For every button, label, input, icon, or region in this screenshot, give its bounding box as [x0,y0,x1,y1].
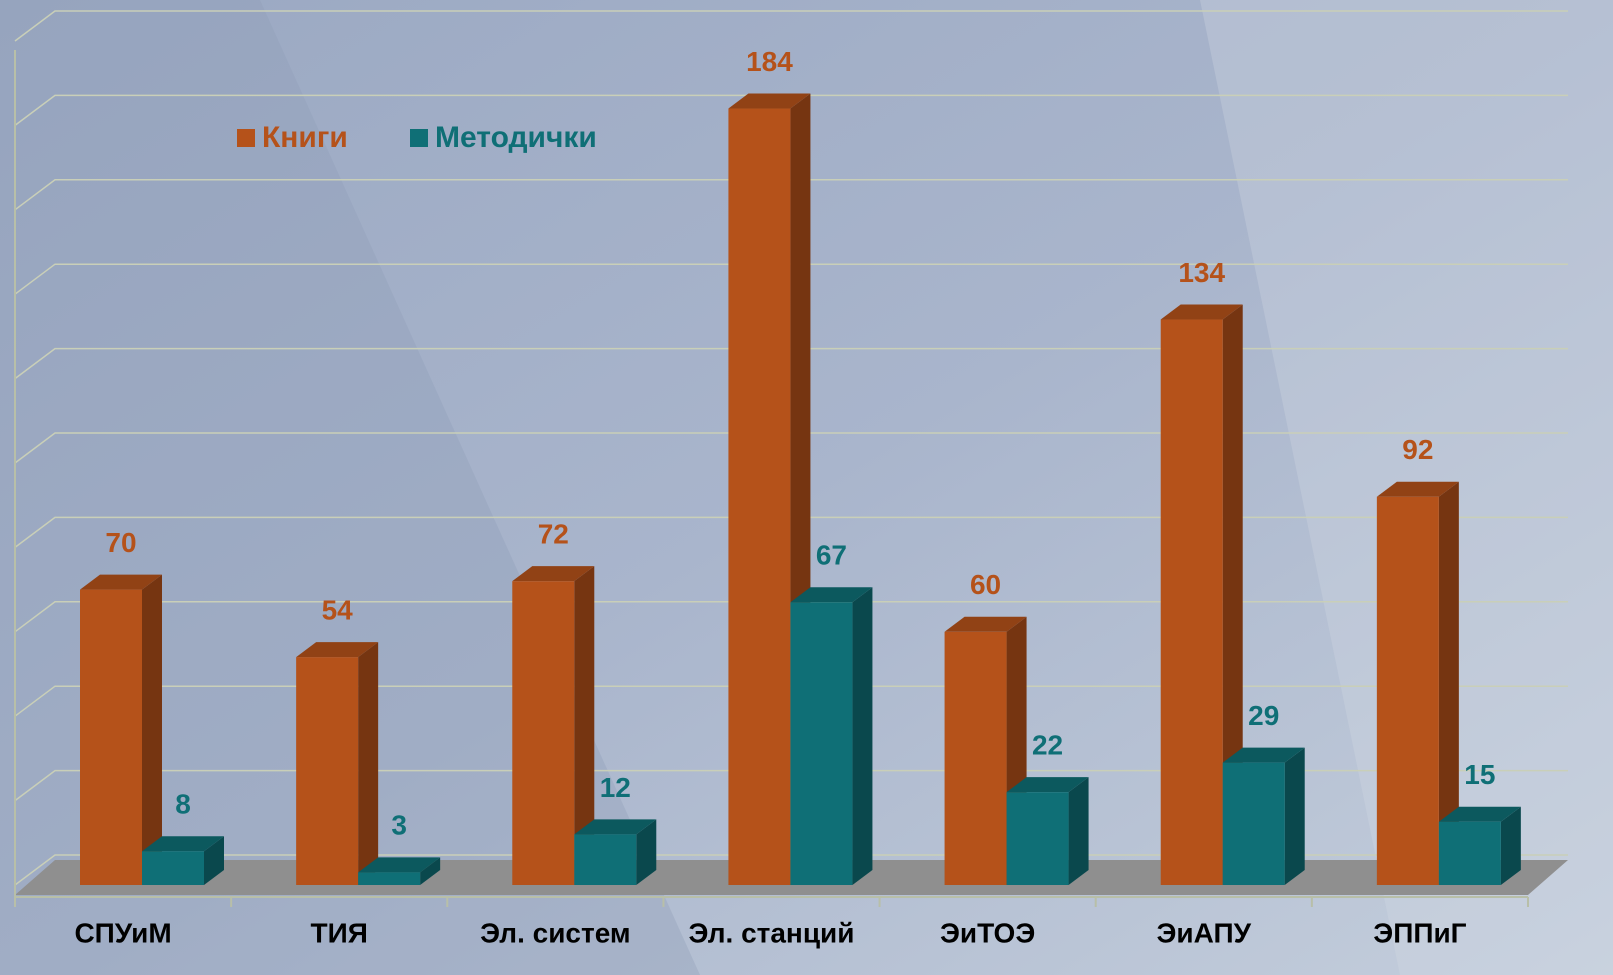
data-label: 29 [1248,700,1279,731]
x-tick-label: Эл. станций [689,917,855,948]
grid-line [14,347,1568,380]
bar-top [1160,304,1243,320]
bar-side [142,574,162,885]
data-label: 60 [970,569,1001,600]
grid-line [14,516,1568,549]
legend-swatch [410,129,428,147]
legend-label: Методички [435,121,597,154]
bar-side [636,819,657,885]
bar [574,834,637,885]
x-tick-label: ЭиАПУ [1157,917,1252,948]
data-label: 3 [391,810,407,841]
bar-side [420,857,441,885]
data-label: 15 [1464,759,1495,790]
bar-top [80,574,162,590]
bar-top [296,642,379,658]
data-label: 92 [1402,434,1433,465]
bar [728,108,791,885]
x-tick-label: ЭиТОЭ [940,917,1035,948]
bar-side [852,587,873,885]
bar-top [1376,481,1459,497]
bar [512,581,575,885]
bar-side [1438,481,1459,885]
data-label: 70 [105,527,136,558]
bar [80,589,142,885]
bar-side [1284,747,1305,885]
bar-top [728,93,811,109]
bar [790,602,853,885]
grid-line [14,601,1568,633]
data-label: 8 [175,789,191,820]
bar [1160,319,1223,885]
bar-side [358,642,379,885]
data-label: 22 [1032,730,1063,761]
bar-side [1222,304,1243,885]
data-label: 134 [1178,257,1225,288]
legend-swatch [237,129,255,147]
bar-top [1222,747,1305,763]
bar-side [204,836,224,885]
bar [1438,821,1501,885]
grid-line [14,263,1568,295]
legend-label: Книги [262,121,348,154]
bar [1006,792,1069,885]
bar-top [574,819,657,835]
bar [358,872,421,885]
bar-side [1068,777,1089,885]
bar [1222,762,1285,885]
grid-line [14,94,1568,127]
bar [1376,496,1439,885]
bar-top [944,616,1027,632]
bar-top [358,857,441,873]
x-tick-label: СПУиМ [74,917,171,948]
x-tick-label: ТИЯ [311,917,368,948]
grid-line [14,179,1568,211]
grid-line [14,769,1568,802]
bar-side [574,566,595,885]
bar-top [1006,777,1089,793]
x-tick-label: Эл. систем [480,917,631,948]
x-tick-label: ЭППиГ [1373,917,1466,948]
data-label: 72 [538,519,569,550]
bar-top [1438,806,1521,822]
bar-top [790,587,873,603]
bar [142,851,204,885]
bar-top [142,836,224,852]
data-label: 184 [746,46,793,77]
grid-line [14,432,1568,464]
grid-line [14,685,1568,717]
bar [944,631,1007,885]
bar-top [512,566,595,582]
bar [296,657,359,885]
grid-line [14,10,1568,42]
data-label: 67 [816,540,847,571]
data-label: 54 [322,595,354,626]
bar-side [1500,806,1521,885]
data-label: 12 [600,772,631,803]
